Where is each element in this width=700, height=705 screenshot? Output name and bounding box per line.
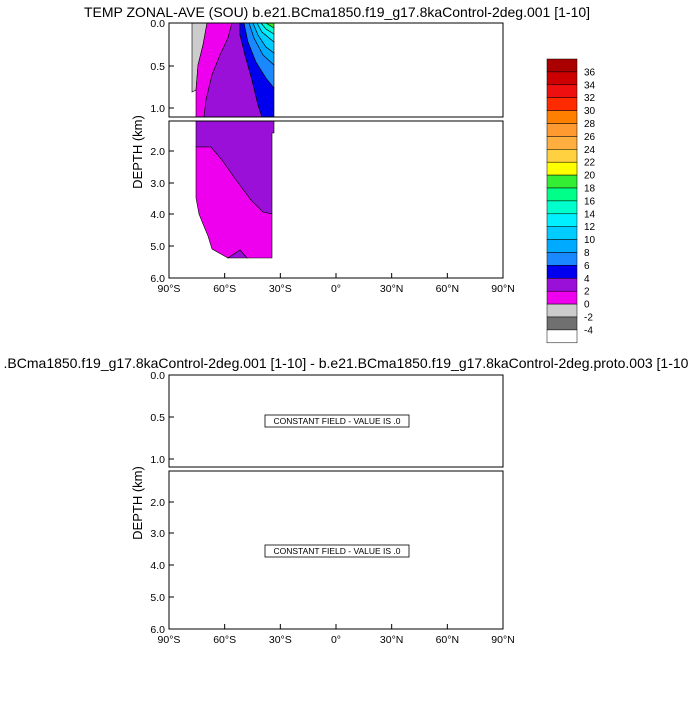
- panel-2-ytick-label: 0.0: [150, 370, 165, 382]
- panel-1-ytick-label: 3.0: [150, 178, 165, 190]
- panel-2-ytick-label: 1.0: [150, 454, 165, 466]
- panel-2-ytick-label: 6.0: [150, 624, 165, 636]
- panel-1-xtick-label: 60°N: [436, 283, 459, 295]
- panel-2-ytick-label: 4.0: [150, 560, 165, 572]
- panel-2-title: .BCma1850.f19_g17.8kaControl-2deg.001 [1…: [4, 355, 689, 371]
- panel-1-ytick-label: 2.0: [150, 146, 165, 158]
- panel-2-xtick-label: 90°S: [158, 634, 181, 646]
- colorbar-swatch: [546, 239, 578, 253]
- colorbar-swatch: [546, 252, 578, 266]
- colorbar-label: 24: [584, 145, 596, 156]
- panel-2-ytick-label: 5.0: [150, 592, 165, 604]
- panel-2-xtick-label: 0°: [331, 634, 341, 646]
- panel-2-ytick-label: 0.5: [150, 412, 165, 424]
- colorbar-label: 0: [584, 300, 590, 311]
- panel-1-upper-frame: [168, 22, 504, 118]
- colorbar-label: 12: [584, 222, 596, 233]
- colorbar-swatch: [546, 71, 578, 86]
- colorbar-label: 22: [584, 158, 596, 169]
- colorbar-swatch: [546, 303, 578, 318]
- constant-field-note-upper-text: CONSTANT FIELD - VALUE IS .0: [273, 416, 400, 426]
- panel-1-ytick-label: 1.0: [150, 103, 165, 115]
- colorbar-label: 8: [584, 248, 590, 259]
- panel-1-xtick-label: 30°S: [269, 283, 292, 295]
- panel-2-ylabel: DEPTH (km): [130, 466, 145, 540]
- panel-2-xtick-label: 30°N: [380, 634, 403, 646]
- colorbar-label: 32: [584, 93, 596, 104]
- colorbar-swatch: [546, 316, 578, 331]
- panel-2-ytick-label: 2.0: [150, 497, 165, 509]
- colorbar-label: -2: [584, 313, 593, 324]
- contour-band-14-16: [260, 23, 275, 35]
- colorbar-label: 30: [584, 106, 596, 117]
- colorbar-label: 34: [584, 80, 596, 91]
- colorbar-label: 18: [584, 184, 596, 195]
- panel-1-ytick-label: 0.0: [150, 18, 165, 30]
- colorbar-label: 20: [584, 171, 596, 182]
- panel-2: .BCma1850.f19_g17.8kaControl-2deg.001 [1…: [4, 355, 689, 646]
- panel-1-xtick-label: 0°: [331, 283, 341, 295]
- panel-1-xtick-label: 30°N: [380, 283, 403, 295]
- panel-1-xtick-label: 90°N: [491, 283, 514, 295]
- panel-2-ytick-label: 3.0: [150, 528, 165, 540]
- colorbar-label: 28: [584, 119, 596, 130]
- panel-1-upper-contours: [191, 23, 275, 117]
- panel-1-ytick-label: 5.0: [150, 241, 165, 253]
- panel-1-title: TEMP ZONAL-AVE (SOU) b.e21.BCma1850.f19_…: [84, 4, 590, 20]
- colorbar-swatch: [546, 329, 578, 344]
- panel-1-ytick-label: 0.5: [150, 61, 165, 73]
- contour-lower-2-4-slice: [227, 249, 248, 259]
- panel-2-xtick-label: 90°N: [491, 634, 514, 646]
- panel-1-xtick-label: 60°S: [213, 283, 236, 295]
- panel-1-ytick-label: 4.0: [150, 209, 165, 221]
- colorbar-label: 14: [584, 209, 596, 220]
- panel-2-xtick-label: 60°N: [436, 634, 459, 646]
- panel-2-upper-frame: [168, 374, 504, 468]
- panel-1-ytick-label: 6.0: [150, 273, 165, 285]
- colorbar-label: 2: [584, 287, 590, 298]
- colorbar-swatch: [546, 174, 578, 189]
- colorbar-label: -4: [584, 325, 593, 336]
- panel-1: TEMP ZONAL-AVE (SOU) b.e21.BCma1850.f19_…: [84, 4, 590, 295]
- constant-field-note-upper: CONSTANT FIELD - VALUE IS .0: [264, 414, 410, 428]
- panel-1-lower-contours: [195, 121, 275, 259]
- colorbar-label: 26: [584, 132, 596, 143]
- colorbar-swatch: [546, 136, 578, 150]
- colorbar-label: 10: [584, 235, 596, 246]
- constant-field-note-lower: CONSTANT FIELD - VALUE IS .0: [264, 544, 410, 558]
- colorbar-swatch: [546, 213, 578, 227]
- colorbar-swatch: [546, 58, 578, 73]
- panel-1-ylabel: DEPTH (km): [130, 115, 145, 189]
- colorbar-swatch: [546, 290, 578, 305]
- colorbar-label: 4: [584, 274, 590, 285]
- colorbar-swatch: [546, 161, 578, 176]
- panel-1-xtick-label: 90°S: [158, 283, 181, 295]
- colorbar-swatch: [546, 123, 578, 137]
- panel-2-xtick-label: 30°S: [269, 634, 292, 646]
- colorbar-swatch: [546, 200, 578, 215]
- colorbar-swatch: [546, 226, 578, 240]
- colorbar-swatch: [546, 149, 578, 163]
- contour-band-16-18: [265, 23, 275, 29]
- constant-field-note-lower-text: CONSTANT FIELD - VALUE IS .0: [273, 546, 400, 556]
- colorbar-swatch: [546, 110, 578, 124]
- colorbar-swatch: [546, 278, 578, 292]
- colorbar-label: 36: [584, 67, 596, 78]
- colorbar-swatch: [546, 97, 578, 111]
- colorbar-swatch: [546, 84, 578, 98]
- colorbar-swatch: [546, 265, 578, 279]
- colorbar-label: 16: [584, 196, 596, 207]
- colorbar-label: 6: [584, 261, 590, 272]
- panel-2-xtick-label: 60°S: [213, 634, 236, 646]
- colorbar-swatch: [546, 187, 578, 202]
